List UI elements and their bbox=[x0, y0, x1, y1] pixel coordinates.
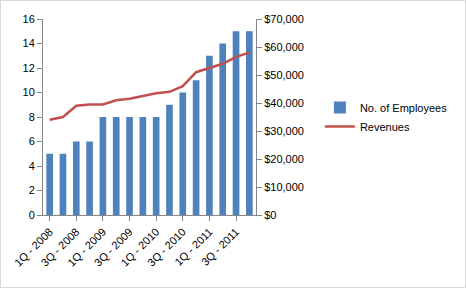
svg-text:1Q - 2008: 1Q - 2008 bbox=[12, 226, 55, 269]
svg-text:4: 4 bbox=[29, 160, 35, 172]
svg-text:1Q - 2009: 1Q - 2009 bbox=[65, 226, 108, 269]
svg-text:$20,000: $20,000 bbox=[264, 153, 304, 165]
svg-text:16: 16 bbox=[23, 13, 35, 25]
svg-text:3Q - 2011: 3Q - 2011 bbox=[199, 226, 242, 269]
svg-text:$0: $0 bbox=[264, 209, 276, 221]
svg-text:$40,000: $40,000 bbox=[264, 97, 304, 109]
svg-text:$70,000: $70,000 bbox=[264, 13, 304, 25]
svg-text:$10,000: $10,000 bbox=[264, 181, 304, 193]
svg-text:No. of Employees: No. of Employees bbox=[360, 102, 447, 114]
svg-text:$50,000: $50,000 bbox=[264, 69, 304, 81]
svg-text:10: 10 bbox=[23, 86, 35, 98]
svg-text:1Q - 2011: 1Q - 2011 bbox=[172, 226, 215, 269]
svg-text:$60,000: $60,000 bbox=[264, 41, 304, 53]
svg-text:3Q - 2010: 3Q - 2010 bbox=[145, 226, 188, 269]
svg-text:1Q - 2010: 1Q - 2010 bbox=[118, 226, 161, 269]
svg-text:8: 8 bbox=[29, 111, 35, 123]
svg-text:3Q - 2009: 3Q - 2009 bbox=[92, 226, 135, 269]
svg-text:6: 6 bbox=[29, 135, 35, 147]
svg-text:12: 12 bbox=[23, 62, 35, 74]
svg-text:2: 2 bbox=[29, 184, 35, 196]
svg-text:14: 14 bbox=[23, 37, 35, 49]
svg-text:$30,000: $30,000 bbox=[264, 125, 304, 137]
svg-text:Revenues: Revenues bbox=[360, 121, 410, 133]
svg-text:3Q - 2008: 3Q - 2008 bbox=[39, 226, 82, 269]
svg-text:0: 0 bbox=[29, 209, 35, 221]
